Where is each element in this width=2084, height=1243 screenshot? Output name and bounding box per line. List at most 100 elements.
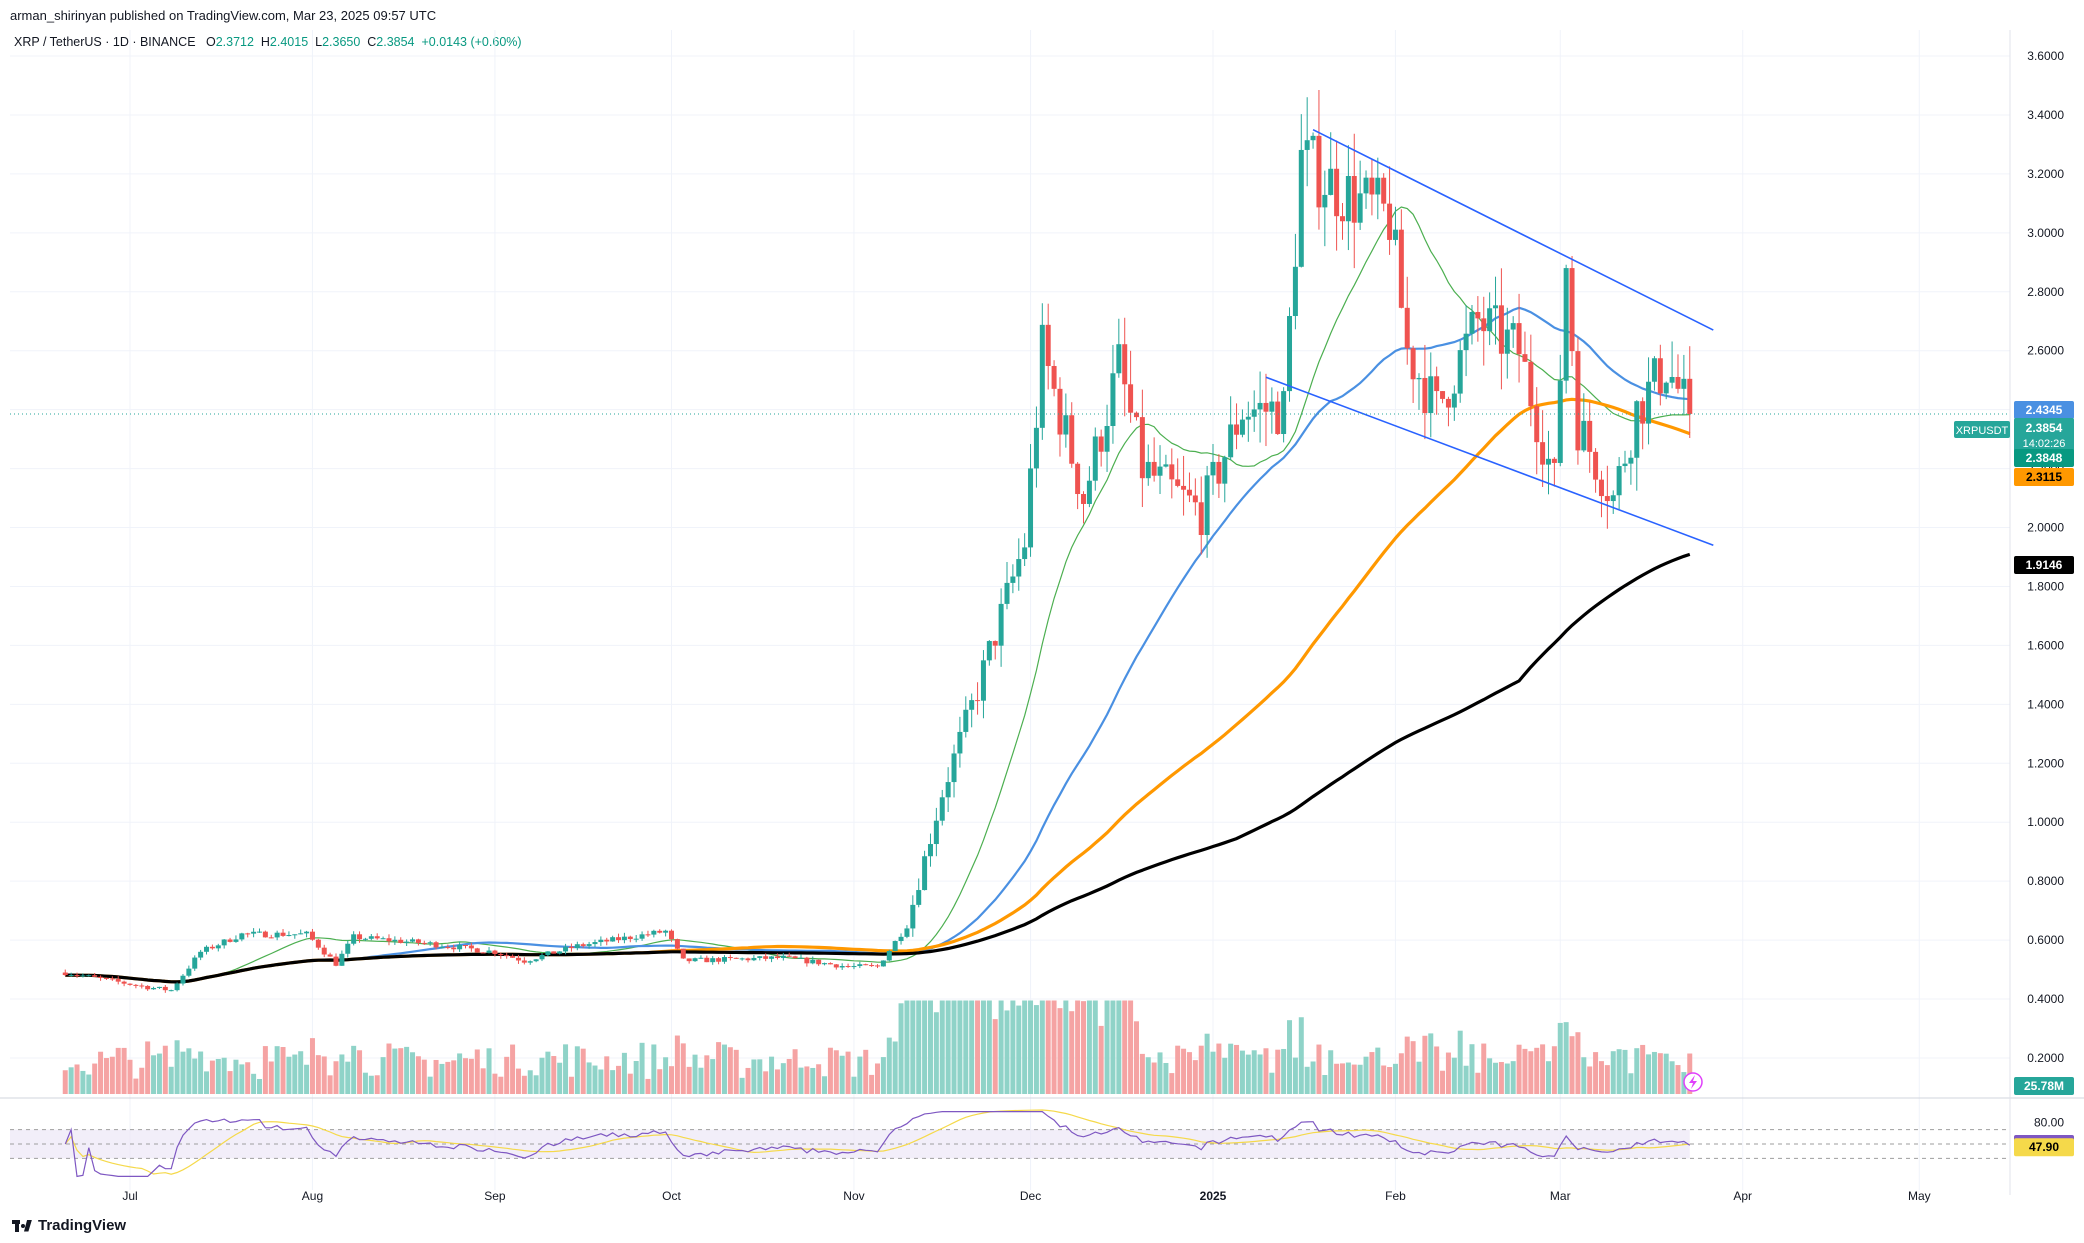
candle xyxy=(1410,345,1416,403)
candle xyxy=(445,944,451,950)
high-value: 2.4015 xyxy=(269,35,309,49)
candle xyxy=(86,974,92,977)
candle-body xyxy=(274,932,280,938)
candle-body xyxy=(786,955,792,957)
candle-body xyxy=(892,941,898,951)
volume-bar xyxy=(721,1044,727,1094)
symbol-name[interactable]: XRP / TetherUS · 1D · BINANCE xyxy=(14,35,196,49)
candle-body xyxy=(1369,177,1375,195)
volume-bar xyxy=(1634,1048,1640,1094)
volume-bar xyxy=(1063,1000,1069,1094)
volume-bar xyxy=(1245,1054,1251,1094)
candle-body xyxy=(1598,479,1604,497)
volume-bar xyxy=(674,1035,680,1094)
candle-body xyxy=(1245,416,1251,420)
candle xyxy=(262,930,268,938)
candle-body xyxy=(621,936,627,941)
volume-bar xyxy=(309,1038,315,1094)
candle-body xyxy=(1687,378,1693,414)
candle xyxy=(368,933,374,941)
candle xyxy=(698,955,704,959)
volume-bar xyxy=(180,1051,186,1094)
volume-bar xyxy=(745,1067,751,1094)
candle-body xyxy=(1422,377,1428,414)
volume-bar xyxy=(1028,1000,1034,1094)
candle xyxy=(1522,331,1528,363)
candle xyxy=(704,955,710,963)
candle xyxy=(386,934,392,946)
volume-bar xyxy=(704,1055,710,1094)
volume-bar xyxy=(545,1051,551,1094)
candle-body xyxy=(1081,494,1087,504)
candle-body xyxy=(1204,475,1210,536)
candle-body xyxy=(839,966,845,968)
candle-body xyxy=(1516,323,1522,355)
candle xyxy=(810,956,816,965)
close-value: 2.3854 xyxy=(376,35,415,49)
candle xyxy=(839,963,845,970)
candle xyxy=(510,954,516,959)
volume-bar xyxy=(663,1057,669,1094)
candle xyxy=(680,948,686,959)
candle-body xyxy=(704,957,710,963)
volume-bar xyxy=(1457,1030,1463,1094)
candle-body xyxy=(939,797,945,821)
candle-body xyxy=(875,965,881,967)
candle xyxy=(1463,305,1469,377)
candle-body xyxy=(1287,316,1293,392)
volume-bar xyxy=(1657,1053,1663,1094)
volume-bar xyxy=(1581,1057,1587,1094)
volume-bar xyxy=(1445,1052,1451,1094)
candle xyxy=(598,936,604,946)
volume-bar xyxy=(880,1057,886,1094)
candle-body xyxy=(168,990,174,992)
volume-bar xyxy=(410,1052,416,1094)
volume-bar xyxy=(280,1047,286,1094)
price-tick-label: 0.2000 xyxy=(2027,1051,2064,1065)
candle xyxy=(80,973,86,978)
volume-bar xyxy=(1263,1048,1269,1094)
candle xyxy=(133,984,139,989)
candle xyxy=(798,954,804,959)
candle-body xyxy=(904,928,910,937)
volume-bar xyxy=(1551,1046,1557,1094)
candle xyxy=(545,951,551,957)
candle-body xyxy=(368,936,374,939)
volume-bar xyxy=(1610,1051,1616,1094)
candle-body xyxy=(327,954,333,957)
volume-bar xyxy=(1228,1043,1234,1094)
candle-body xyxy=(1634,401,1640,458)
tradingview-logo-icon xyxy=(12,1219,32,1232)
candle-body xyxy=(1339,216,1345,222)
candle xyxy=(621,932,627,944)
candle xyxy=(304,930,310,938)
candle-body xyxy=(80,975,86,977)
volume-bar xyxy=(1198,1045,1204,1094)
candle-body xyxy=(680,948,686,959)
candle xyxy=(1681,354,1687,415)
candle-body xyxy=(1228,424,1234,458)
candle-body xyxy=(857,964,863,967)
candle-body xyxy=(1675,376,1681,389)
volume-bar xyxy=(1010,1000,1016,1094)
volume-bar xyxy=(763,1071,769,1094)
candle-body xyxy=(457,945,463,950)
candle xyxy=(1186,472,1192,503)
volume-bar xyxy=(1663,1053,1669,1094)
candle-body xyxy=(739,958,745,960)
candle xyxy=(239,932,245,942)
candle-body xyxy=(268,937,274,939)
time-tick-label: May xyxy=(1908,1189,1931,1203)
volume-bar xyxy=(68,1067,74,1094)
tradingview-brand[interactable]: TradingView xyxy=(12,1217,126,1234)
candle-body xyxy=(1139,417,1145,479)
candle-body xyxy=(1210,461,1216,476)
volume-bar xyxy=(362,1072,368,1094)
candle-body xyxy=(639,934,645,939)
candle-body xyxy=(1316,135,1322,208)
volume-bar xyxy=(780,1063,786,1094)
candle-body xyxy=(674,939,680,949)
candle-body xyxy=(186,968,192,976)
candle xyxy=(1245,401,1251,442)
